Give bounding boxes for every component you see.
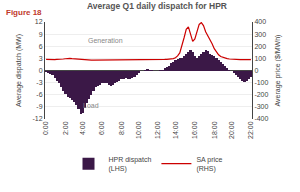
svg-text:400: 400	[254, 18, 266, 25]
svg-text:HPR dispatch(LHS): HPR dispatch(LHS)	[109, 156, 152, 173]
svg-text:Load: Load	[83, 102, 99, 109]
svg-text:8:00: 8:00	[118, 121, 125, 135]
svg-text:-200: -200	[254, 91, 268, 98]
svg-text:2:00: 2:00	[62, 121, 69, 135]
svg-text:3: 3	[39, 55, 43, 62]
svg-text:6:00: 6:00	[98, 121, 105, 135]
svg-text:Generation: Generation	[88, 37, 123, 44]
svg-text:22:00: 22:00	[247, 121, 254, 139]
svg-text:-12: -12	[32, 115, 42, 122]
svg-text:Average price ($/MWh): Average price ($/MWh)	[274, 35, 282, 107]
svg-text:100: 100	[254, 55, 266, 62]
svg-text:-400: -400	[254, 115, 268, 122]
svg-text:Figure 18: Figure 18	[6, 8, 42, 17]
svg-text:16:00: 16:00	[191, 121, 198, 139]
svg-text:12:00: 12:00	[154, 121, 161, 139]
svg-text:18:00: 18:00	[211, 121, 218, 139]
svg-text:10:00: 10:00	[135, 121, 142, 139]
svg-text:-9: -9	[36, 103, 42, 110]
svg-text:-300: -300	[254, 103, 268, 110]
svg-text:200: 200	[254, 43, 266, 50]
svg-text:12: 12	[35, 18, 43, 25]
svg-text:-3: -3	[36, 79, 42, 86]
svg-text:0:00: 0:00	[42, 121, 49, 135]
svg-text:300: 300	[254, 31, 266, 38]
svg-text:14:00: 14:00	[172, 121, 179, 139]
svg-text:4:00: 4:00	[79, 121, 86, 135]
svg-text:Average dispatch (MW): Average dispatch (MW)	[15, 34, 23, 107]
svg-text:0: 0	[39, 67, 43, 74]
svg-text:9: 9	[39, 31, 43, 38]
svg-text:0: 0	[254, 67, 258, 74]
svg-text:Average Q1 daily dispatch for: Average Q1 daily dispatch for HPR	[87, 1, 227, 11]
svg-text:-6: -6	[36, 91, 42, 98]
svg-text:-100: -100	[254, 79, 268, 86]
svg-text:6: 6	[39, 43, 43, 50]
svg-text:20:00: 20:00	[228, 121, 235, 139]
svg-text:SA price(RHS): SA price(RHS)	[196, 156, 222, 173]
